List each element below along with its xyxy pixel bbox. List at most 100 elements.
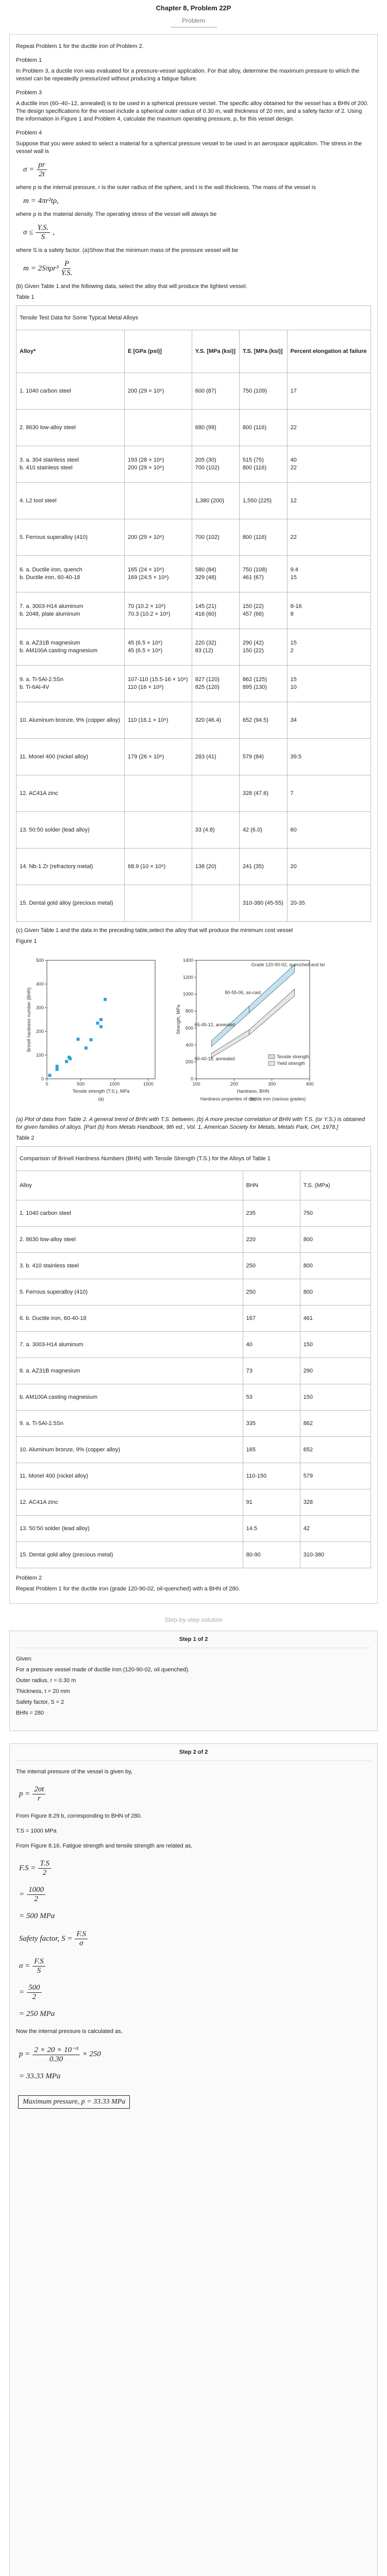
header-cell: T.S. [MPa (ksi)] bbox=[239, 330, 288, 373]
paragraph: In Problem 3, a ductile iron was evaluat… bbox=[16, 68, 360, 82]
eq-result: = 33.33 MPa bbox=[19, 2072, 61, 2080]
table-row: 1. 1040 carbon steel 200 (29 × 10⁶) 600 (8… bbox=[16, 372, 372, 410]
panel-label: (b) bbox=[250, 1096, 256, 1101]
paragraph: Suppose that you were asked to select a … bbox=[16, 141, 362, 155]
legend-label: Tensile strength bbox=[277, 1054, 309, 1059]
annotation: Grade 120-90-02, quenched and tempered bbox=[251, 962, 325, 968]
table-cell: 1,550 (225) bbox=[239, 482, 288, 519]
table-row: 11. Monel 400 (nickel alloy) 179 (26 × 10… bbox=[16, 738, 372, 775]
denominator: σ bbox=[79, 1939, 83, 1947]
table-cell: 13. 50:50 solder (lead alloy) bbox=[16, 811, 125, 849]
table-cell: 283 (41) bbox=[191, 738, 240, 775]
table-cell: 2. 8630 low-alloy steel bbox=[16, 1226, 243, 1253]
y-axis-title: Brinell hardness number (BHN) bbox=[26, 987, 31, 1052]
table-cell: 1. 1040 carbon steel bbox=[16, 372, 125, 410]
table-cell: 9. a. Ti-5Al-2.5Sn b. Ti-6Al-4V bbox=[16, 665, 125, 702]
equation: F.S = T.S 2 = 1000 2 = 500 MPa bbox=[19, 1859, 55, 1920]
table-caption: Tensile Test Data for Some Typical Metal… bbox=[16, 306, 371, 330]
table-cell: 73 bbox=[242, 1358, 300, 1384]
table-cell: 9.4 15 bbox=[287, 555, 372, 592]
table-row: 15. Dental gold alloy (precious metal) 31… bbox=[16, 885, 372, 922]
annotation: 65-45-12, annealed bbox=[195, 1022, 235, 1027]
table-cell: 241 (35) bbox=[239, 848, 288, 885]
heading: Problem 3 bbox=[16, 90, 42, 96]
legend-label: Yield strength bbox=[277, 1061, 305, 1066]
table-cell: 862 bbox=[299, 1410, 372, 1437]
table-row: 3. a. 304 stainless steel b. 410 stainle… bbox=[16, 446, 372, 483]
table-cell: 7. a. 3003-H14 aluminum b. 2048, plate a… bbox=[16, 592, 125, 629]
table-cell: 70 (10.2 × 10⁶) 70.3 (10.2 × 10⁶) bbox=[124, 592, 192, 629]
table-cell: 290 (42) 150 (22) bbox=[239, 629, 288, 666]
fraction: pr 2t bbox=[37, 161, 47, 179]
x-tick-label: 400 bbox=[306, 1081, 313, 1087]
table-row: b. AM100A casting magnesium 53 150 bbox=[16, 1384, 372, 1411]
table-row: 15. Dental gold alloy (precious metal) 80… bbox=[16, 1541, 372, 1568]
fraction: 2 × 20 × 10⁻³ 0.30 bbox=[32, 2045, 80, 2064]
problem-tab[interactable]: Problem bbox=[170, 17, 217, 28]
table-cell: 3. a. 304 stainless steel b. 410 stainle… bbox=[16, 446, 125, 483]
eq-lhs: σ = bbox=[19, 1962, 30, 1970]
legend-swatch bbox=[268, 1061, 275, 1066]
denominator: 2 bbox=[42, 1869, 47, 1877]
numerator: 2σt bbox=[32, 1785, 46, 1794]
table-cell: 3. b. 410 stainless steel bbox=[16, 1252, 243, 1279]
equation: σ ≤ Y.S. S, bbox=[23, 224, 371, 242]
table-cell: 290 bbox=[299, 1358, 372, 1384]
table-cell: 750 (109) bbox=[239, 372, 288, 410]
table-row: 8. a. AZ31B magnesium 73 290 bbox=[16, 1358, 372, 1384]
table-cell: 40 22 bbox=[287, 446, 372, 483]
table-cell: 320 (46.4) bbox=[191, 702, 240, 739]
table-cell: 110-150 bbox=[242, 1463, 300, 1489]
table-row: 13. 50:50 solder (lead alloy) 14.5 42 bbox=[16, 1515, 372, 1542]
table-cell: 750 bbox=[299, 1200, 372, 1227]
fraction: Y.S. S bbox=[36, 224, 51, 242]
table-cell bbox=[124, 885, 192, 922]
table-cell bbox=[124, 775, 192, 812]
table-cell: 15. Dental gold alloy (precious metal) bbox=[16, 885, 125, 922]
table-label: Table 2 bbox=[16, 1135, 35, 1141]
table-cell: 220 bbox=[242, 1226, 300, 1253]
paragraph: Outer radius, r = 0.30 m bbox=[16, 1677, 76, 1684]
numerator: Y.S. bbox=[36, 224, 51, 233]
table-cell: 328 bbox=[299, 1489, 372, 1516]
table-cell: 17 bbox=[287, 372, 372, 410]
table-cell: 91 bbox=[242, 1489, 300, 1516]
paragraph: The internal pressure of the vessel is g… bbox=[16, 1769, 133, 1775]
table-row: 12. AC41A zinc 91 328 bbox=[16, 1489, 372, 1516]
x-tick-label: 300 bbox=[268, 1081, 276, 1087]
caption-row: Tensile Test Data for Some Typical Metal… bbox=[16, 306, 371, 330]
eq-tail: × 250 bbox=[82, 2050, 101, 2058]
table-cell: 310-380 (45-55) bbox=[239, 885, 288, 922]
caption-row: Comparison of Brinell Hardness Numbers (… bbox=[16, 1146, 371, 1171]
table-cell: 150 bbox=[299, 1331, 372, 1358]
table-cell: 53 bbox=[242, 1384, 300, 1411]
table-cell: 200 (29 × 10⁶) bbox=[124, 519, 192, 556]
table-row: 7. a. 3003-H14 aluminum 40 150 bbox=[16, 1331, 372, 1358]
table-cell bbox=[191, 885, 240, 922]
plot-frame bbox=[46, 960, 156, 1079]
table-cell: 34 bbox=[287, 702, 372, 739]
table-cell: 5. Ferrous superalloy (410) bbox=[16, 1279, 243, 1306]
paragraph: For a pressure vessel made of ductile ir… bbox=[16, 1667, 190, 1673]
table-cell: 1. 1040 carbon steel bbox=[16, 1200, 243, 1227]
table-cell: 11. Monel 400 (nickel alloy) bbox=[16, 738, 125, 775]
table-cell: 6. a. Ductile iron, quench b. Ductile ir… bbox=[16, 555, 125, 592]
paragraph: where p is the internal pressure, r is t… bbox=[16, 184, 316, 191]
table-cell: 328 (47.6) bbox=[239, 775, 288, 812]
table-cell: 11. Monel 400 (nickel alloy) bbox=[16, 1463, 243, 1489]
point bbox=[48, 1074, 52, 1077]
table-cell: 150 bbox=[299, 1384, 372, 1411]
paragraph: where ρ is the material density. The ope… bbox=[16, 211, 217, 217]
annotation: 60-40-18, annealed bbox=[195, 1056, 235, 1061]
table-cell: 12 bbox=[287, 482, 372, 519]
table-cell: 579 (84) bbox=[239, 738, 288, 775]
heading: Problem 2 bbox=[16, 1575, 42, 1581]
heading: Problem 1 bbox=[16, 57, 42, 63]
y-tick-label: 400 bbox=[36, 981, 44, 987]
fraction: F.S σ bbox=[75, 1930, 88, 1948]
table-row: 3. b. 410 stainless steel 250 800 bbox=[16, 1252, 372, 1279]
table-cell: 107-110 (15.5-16 × 10⁶) 110 (16 × 10⁶) bbox=[124, 665, 192, 702]
table-cell: 13. 50:50 solder (lead alloy) bbox=[16, 1515, 243, 1542]
point bbox=[76, 1038, 80, 1041]
point bbox=[99, 1018, 103, 1021]
